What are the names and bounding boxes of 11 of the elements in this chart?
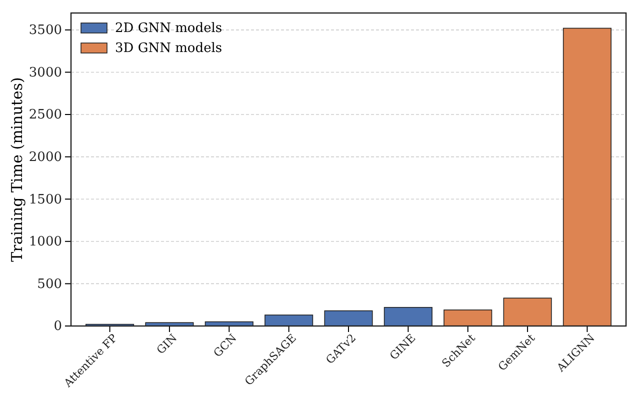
- y-axis-title: Training Time (minutes): [8, 77, 26, 262]
- y-tick-label: 500: [37, 276, 62, 292]
- y-tick-label: 3000: [28, 65, 62, 80]
- y-tick-label: 1500: [28, 192, 62, 208]
- y-tick-label: 3500: [28, 23, 62, 38]
- legend-label: 2D GNN models: [115, 21, 222, 36]
- legend-label: 3D GNN models: [115, 41, 222, 56]
- y-tick-label: 2500: [28, 108, 62, 123]
- y-tick-label: 2000: [28, 150, 62, 165]
- y-tick-label: 0: [54, 319, 62, 334]
- y-tick-label: 1000: [28, 234, 62, 250]
